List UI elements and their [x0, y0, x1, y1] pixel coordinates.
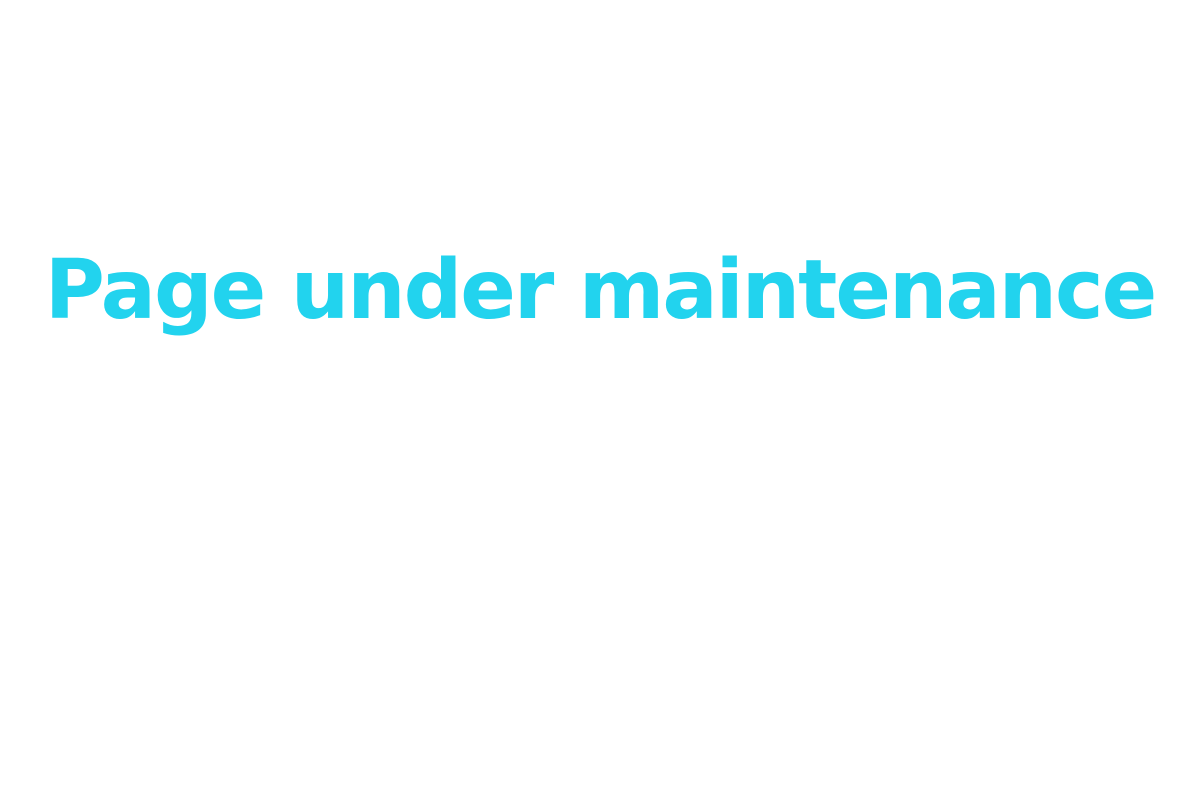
- page-title: Page under maintenance: [44, 243, 1158, 338]
